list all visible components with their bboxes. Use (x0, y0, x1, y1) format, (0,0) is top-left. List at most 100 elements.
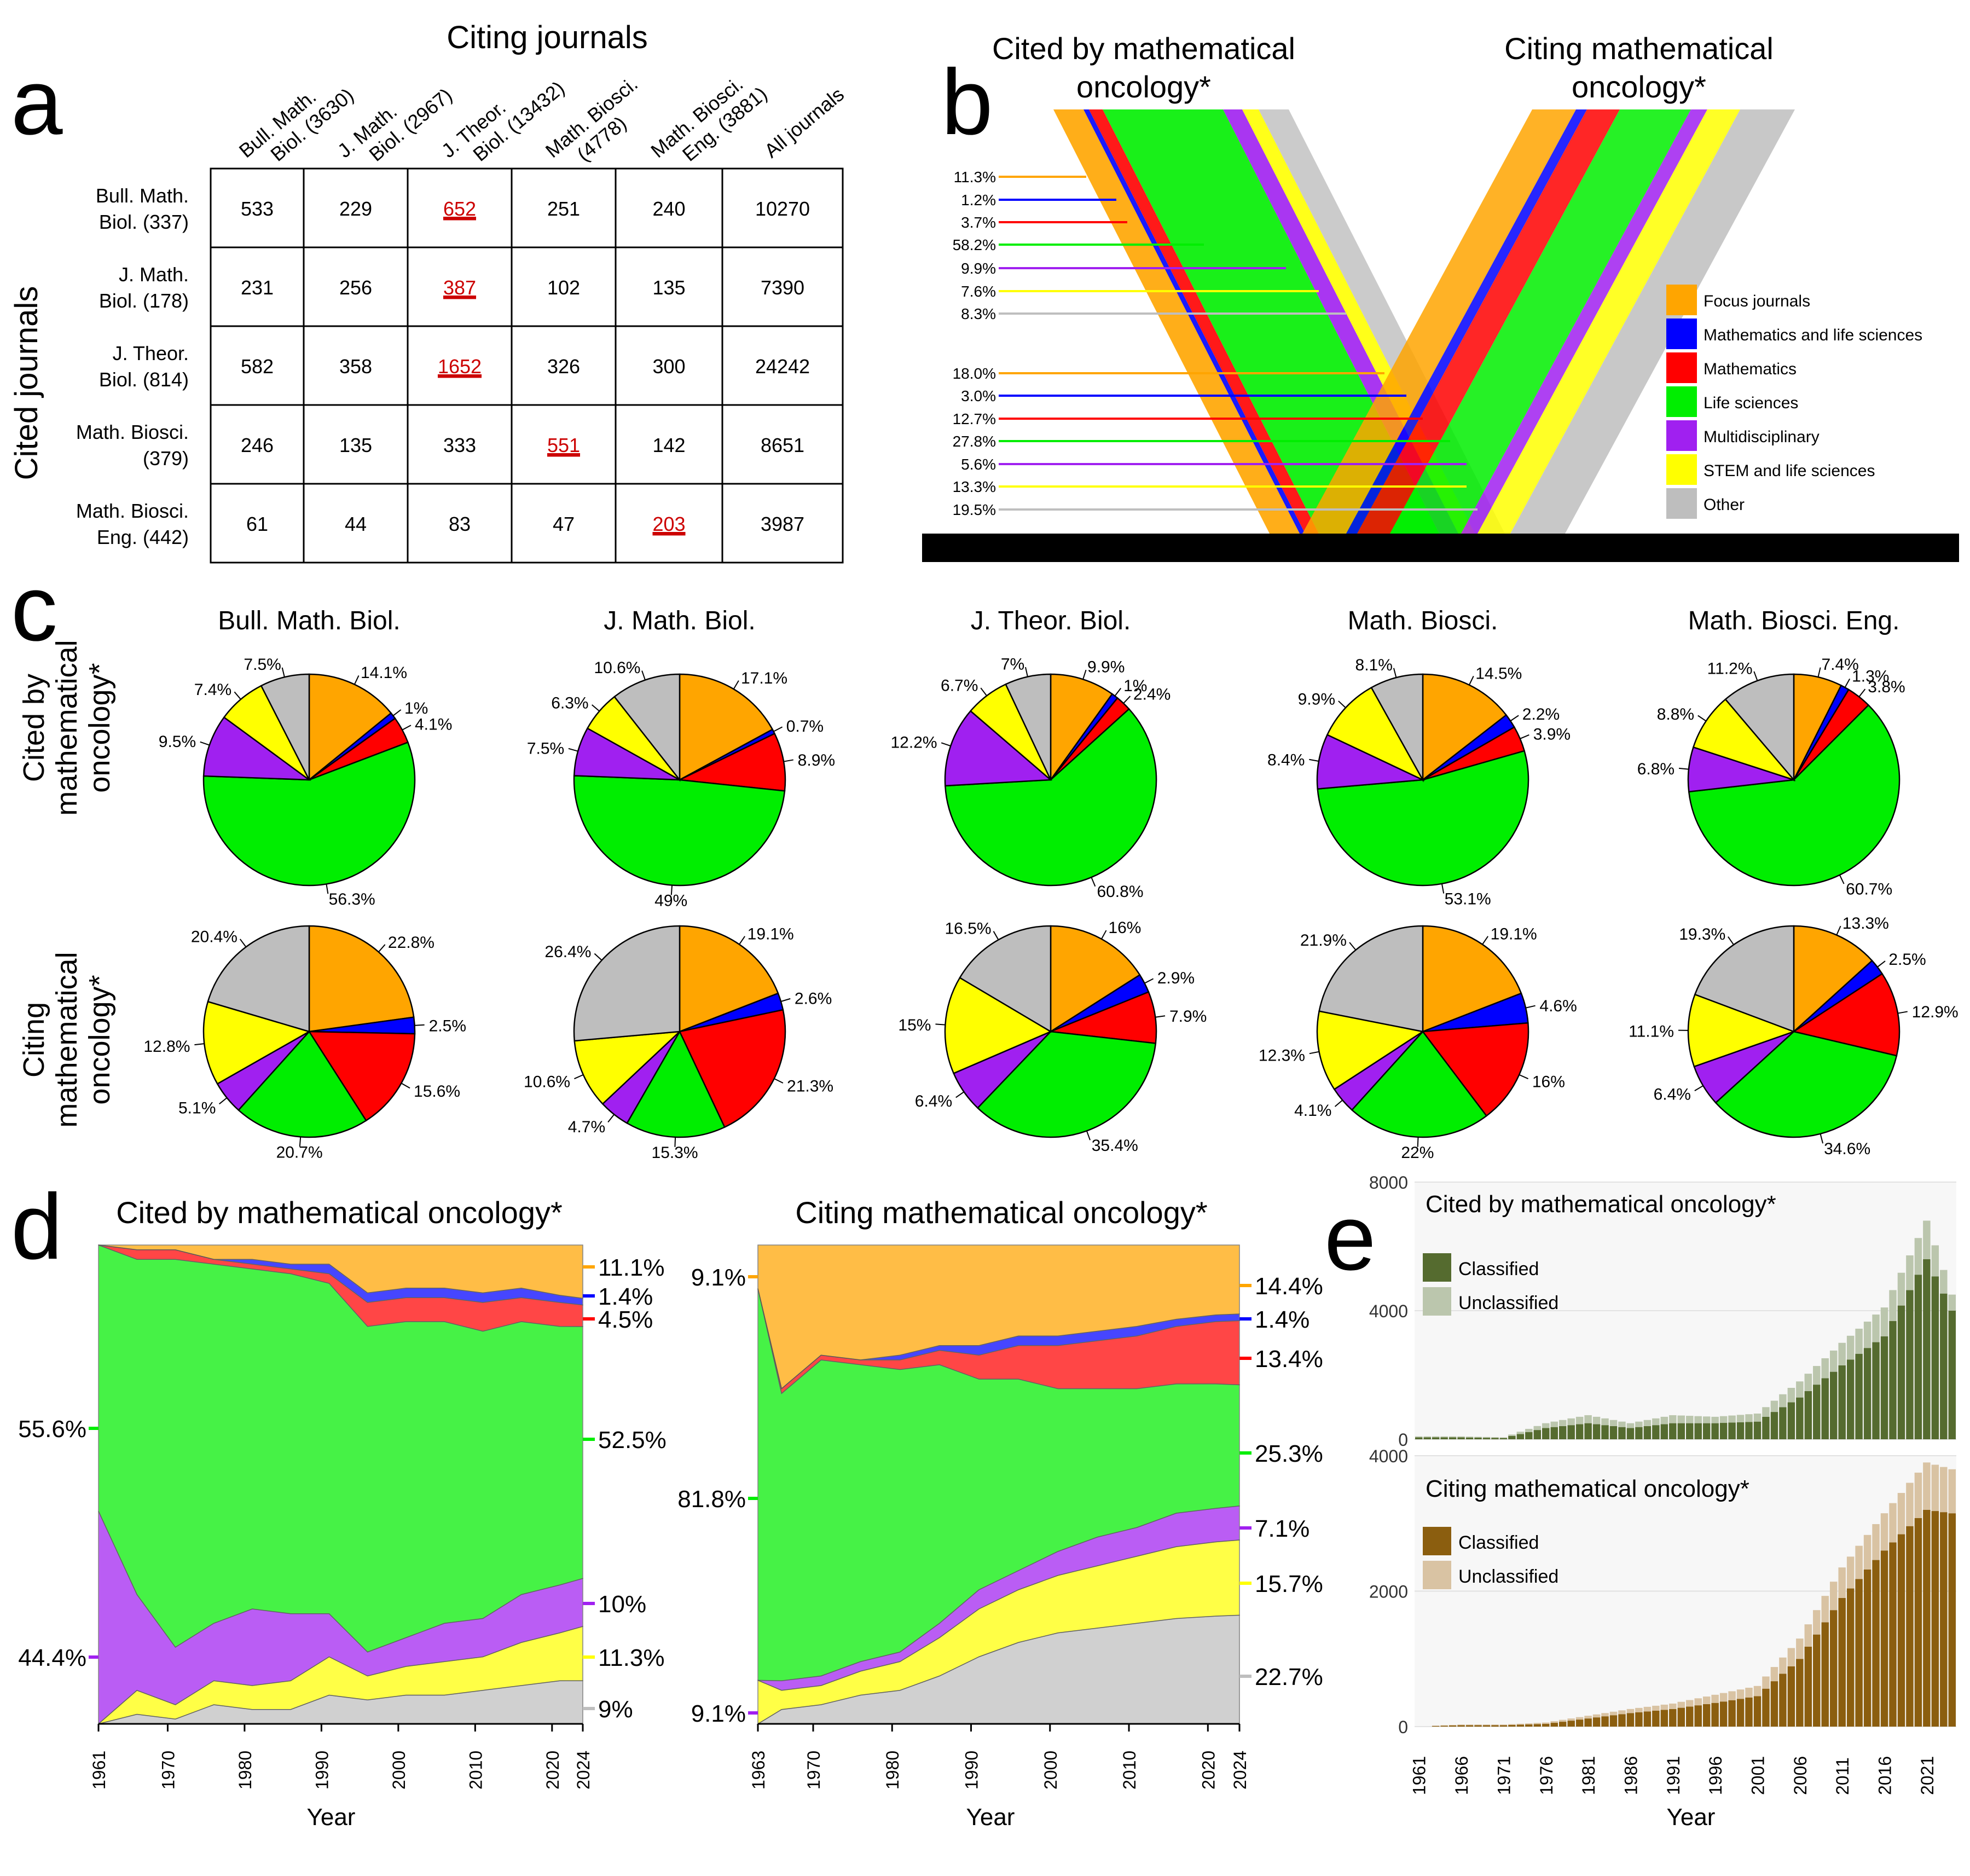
pie-leader (993, 931, 999, 940)
x-tick-label: 1976 (1537, 1756, 1556, 1795)
bar-unclassified (1550, 1421, 1558, 1427)
pie-leader (1086, 1131, 1091, 1140)
pie-label: 8.9% (798, 751, 835, 769)
bar-classified (1592, 1717, 1601, 1727)
pie-label: 20.4% (191, 928, 237, 946)
pie-label: 7.4% (1821, 656, 1858, 674)
bar-classified (1415, 1437, 1423, 1439)
pie-label: 19.1% (748, 925, 794, 943)
b-right-label-5: 13.3% (953, 478, 996, 495)
bar-classified (1872, 1342, 1880, 1439)
panel-a-grid (210, 167, 844, 564)
panel-d-xlabel-left: Year (307, 1804, 356, 1831)
legend-swatch-1 (1666, 319, 1697, 349)
b-right-label-6: 19.5% (953, 501, 996, 518)
bar-unclassified (1448, 1724, 1457, 1726)
pie-leader (1338, 700, 1346, 708)
end-label: 11.1% (598, 1254, 665, 1281)
bar-unclassified (1889, 1290, 1897, 1321)
pie-4: 7.4%1.3%3.8% 60.7% 6.8% 8.8% 11.2% (1637, 656, 1905, 898)
table-value: 240 (652, 198, 685, 220)
table-value: 142 (652, 434, 685, 456)
b-left-label-1: 1.2% (961, 192, 996, 209)
bar-unclassified (1829, 1350, 1838, 1372)
legend-swatch-3 (1666, 386, 1697, 417)
panel-b-title-right-1: Citing mathematical (1504, 31, 1774, 66)
legend-label-1: Mathematics and life sciences (1704, 326, 1922, 344)
bar-classified (1482, 1438, 1491, 1439)
legend-classified-label: Classified (1458, 1532, 1539, 1553)
bar-unclassified (1779, 1657, 1787, 1674)
pie-leader (980, 687, 987, 696)
b-right-label-2: 12.7% (953, 410, 996, 427)
pie-label: 2.5% (429, 1017, 466, 1035)
panel-e-xlabel: Year (1667, 1804, 1716, 1831)
bar-unclassified (1694, 1698, 1702, 1706)
bar-classified (1719, 1423, 1728, 1439)
pie-label: 15% (898, 1016, 931, 1034)
bar-classified (1846, 1359, 1855, 1439)
bar-classified (1736, 1422, 1745, 1439)
end-label: 14.4% (1255, 1273, 1323, 1300)
pie-label: 14.5% (1475, 664, 1522, 682)
bar-classified (1643, 1711, 1652, 1727)
bar-unclassified (1601, 1418, 1609, 1426)
pie-leader (1839, 875, 1845, 884)
bar-unclassified (1686, 1416, 1694, 1423)
pie-leader (1114, 687, 1122, 697)
pie-slice (976, 1030, 1157, 1138)
row-header-3-line1: Math. Biosci. (76, 421, 189, 443)
bar-unclassified (1482, 1724, 1491, 1726)
bar-unclassified (1669, 1703, 1677, 1709)
bar-unclassified (1728, 1691, 1736, 1700)
b-right-label-3: 27.8% (953, 433, 996, 450)
bar-unclassified (1491, 1724, 1499, 1726)
bar-classified (1753, 1696, 1762, 1727)
pie-leader (1024, 667, 1028, 677)
pie-slice (1694, 925, 1795, 1033)
x-tick-label: 2024 (1230, 1751, 1250, 1790)
bar-classified (1584, 1423, 1592, 1439)
legend-swatch-5 (1666, 454, 1697, 485)
bar-unclassified (1702, 1416, 1711, 1423)
panel-e-top-chart: 0 4000 8000 Cited by mathematical oncology*… (1369, 1173, 1956, 1450)
bar-classified (1516, 1434, 1525, 1439)
bar-unclassified (1829, 1582, 1838, 1611)
area-focus-journals (757, 1244, 1240, 1389)
legend-unclassified-swatch (1423, 1287, 1451, 1316)
pie-label: 20.7% (276, 1143, 323, 1161)
bar-unclassified (1787, 1648, 1795, 1666)
table-value: 10270 (755, 198, 810, 220)
bar-unclassified (1618, 1710, 1626, 1715)
pie-slice (1724, 673, 1795, 782)
bar-classified (1923, 1259, 1931, 1439)
bar-unclassified (1753, 1414, 1762, 1422)
x-tick-label: 2010 (1120, 1751, 1139, 1790)
panel-a-title: Citing journals (447, 20, 648, 55)
pie-leader (1082, 669, 1087, 680)
pie-slice (1370, 673, 1424, 783)
pie-label: 2.5% (1888, 951, 1926, 969)
pie-leader (1482, 936, 1488, 945)
bar-unclassified (1719, 1416, 1728, 1423)
band-left-mathematics (1089, 109, 1319, 534)
pie-label: 11.1% (1629, 1023, 1674, 1041)
bar-classified (1804, 1391, 1812, 1439)
panel-letter-d: d (11, 1175, 63, 1279)
bar-classified (1542, 1428, 1550, 1439)
x-tick-label: 1990 (962, 1751, 982, 1790)
bar-unclassified (1474, 1437, 1482, 1438)
bar-unclassified (1592, 1416, 1601, 1425)
bar-unclassified (1863, 1321, 1872, 1348)
pie-label: 12.2% (891, 734, 937, 752)
band-right-mathematics-and-life-sciences (1346, 109, 1587, 534)
pie-leader (194, 1043, 205, 1046)
bar-unclassified (1923, 1220, 1931, 1259)
bar-classified (1558, 1426, 1567, 1439)
bar-unclassified (1660, 1416, 1668, 1425)
bar-classified (1736, 1699, 1745, 1727)
pie-label: 8.1% (1355, 656, 1393, 674)
table-value: 8651 (761, 434, 804, 456)
table-value: 533 (241, 198, 274, 220)
bar-classified (1880, 1336, 1888, 1439)
